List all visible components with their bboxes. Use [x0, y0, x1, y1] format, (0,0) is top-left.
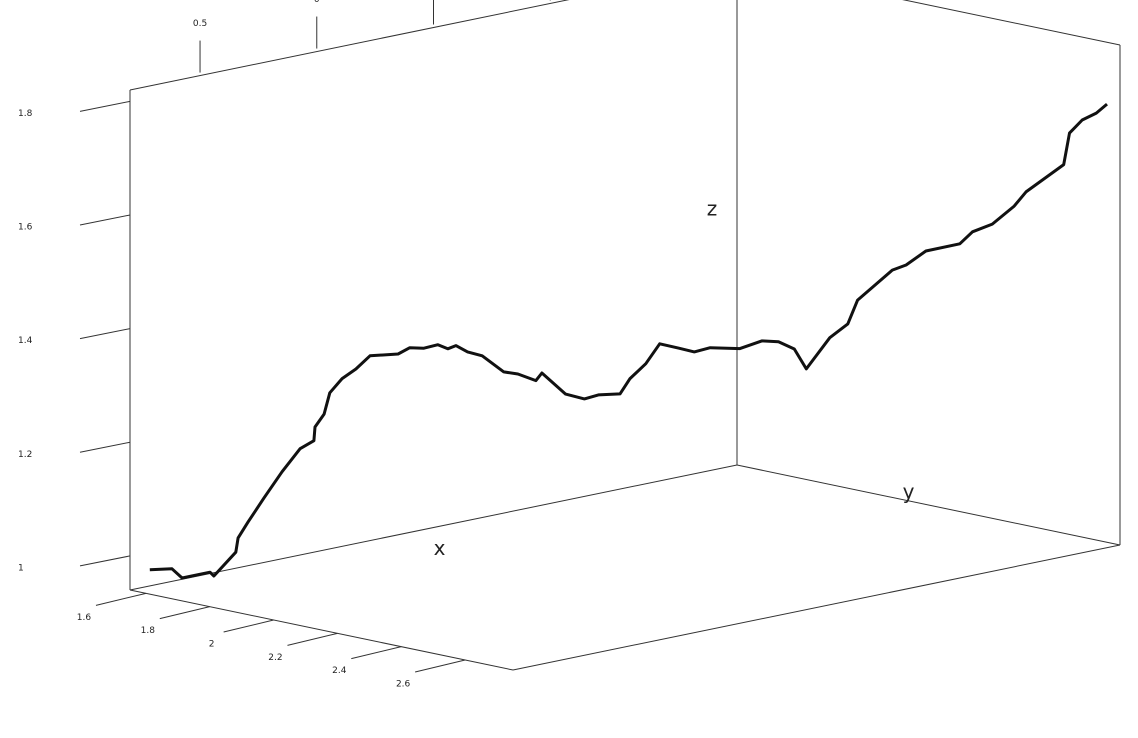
y-tick-label: 1.8 [141, 626, 156, 636]
box-edge [512, 544, 1121, 671]
z-axis-title: z [707, 197, 718, 221]
z-tick [79, 328, 131, 340]
z-tick [79, 555, 131, 567]
y-tick [351, 646, 402, 660]
z-tick-label: 1.6 [18, 223, 33, 233]
y-tick [95, 592, 147, 606]
box-edge [736, 464, 1121, 546]
y-tick-label: 2.2 [268, 653, 282, 663]
y-axis-title: y [903, 480, 915, 504]
x-tick-label: 0 [314, 0, 320, 5]
x-tick-label: 0.5 [193, 19, 207, 29]
box-edge [129, 589, 514, 671]
y-tick [287, 632, 338, 646]
box-edge [902, 0, 1121, 46]
box-edge [129, 0, 570, 91]
z-tick-label: 1.8 [18, 109, 33, 119]
z-tick-label: 1 [18, 563, 24, 573]
y-tick-label: 1.6 [77, 613, 92, 623]
y-tick [415, 659, 466, 673]
box-edge [129, 464, 738, 591]
z-tick-label: 1.2 [18, 450, 32, 460]
y-tick-label: 2.6 [396, 680, 411, 690]
z-tick [79, 100, 131, 112]
z-tick [79, 441, 131, 453]
y-tick [223, 619, 274, 633]
z-tick-label: 1.4 [18, 336, 33, 346]
y-tick-label: 2.4 [332, 666, 347, 676]
y-tick [159, 606, 210, 620]
x-axis-title: x [434, 536, 446, 560]
data-line [149, 102, 1108, 580]
z-tick [79, 214, 131, 226]
y-tick-label: 2 [209, 640, 215, 650]
